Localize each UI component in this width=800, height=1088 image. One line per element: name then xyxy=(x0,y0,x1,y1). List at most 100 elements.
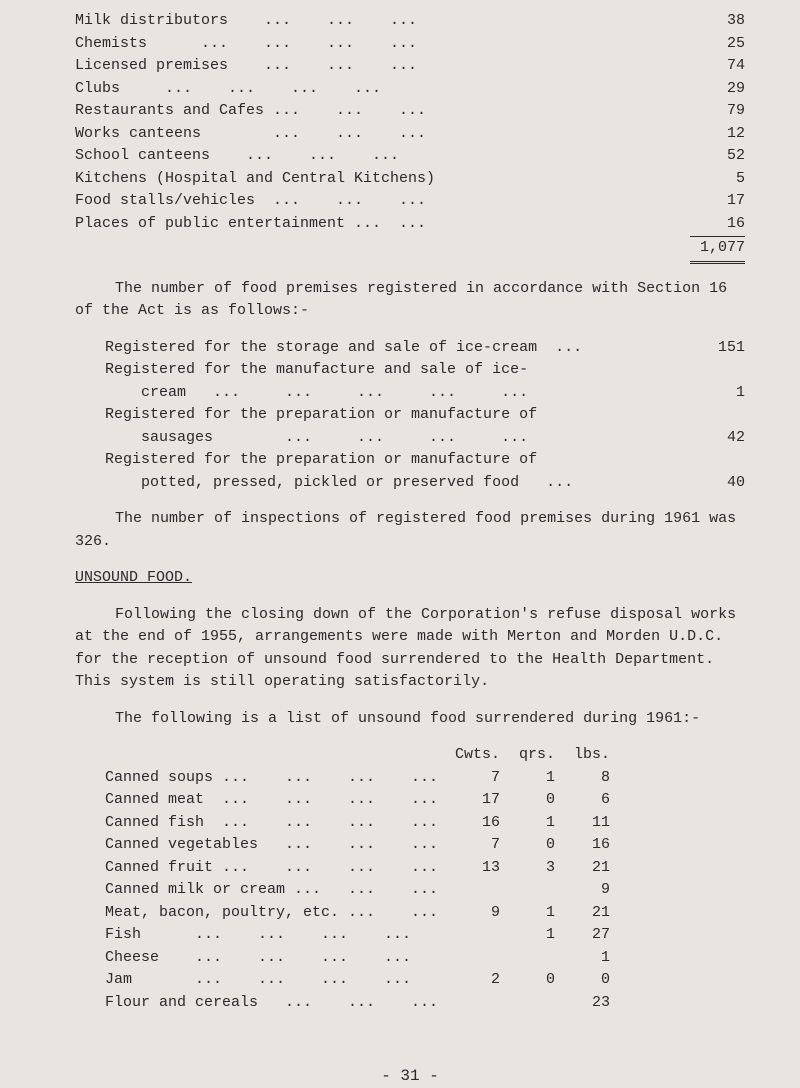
registered-value xyxy=(695,404,745,427)
unsound-food-heading: UNSOUND FOOD. xyxy=(75,567,745,590)
food-label: Cheese ... ... ... ... xyxy=(105,947,445,970)
food-lbs: 11 xyxy=(555,812,610,835)
food-row: Canned meat ... ... ... ... 17 0 6 xyxy=(105,789,745,812)
food-lbs: 21 xyxy=(555,857,610,880)
registered-row: cream ... ... ... ... ... 1 xyxy=(105,382,745,405)
premises-row: Chemists ... ... ... ... 25 xyxy=(75,33,745,56)
premises-label: Places of public entertainment ... ... xyxy=(75,213,426,238)
food-cwts: 16 xyxy=(445,812,500,835)
premises-row: Kitchens (Hospital and Central Kitchens)… xyxy=(75,168,745,191)
premises-total: 1,077 xyxy=(690,237,745,264)
premises-row: Works canteens ... ... ... 12 xyxy=(75,123,745,146)
unsound-food-paragraph: Following the closing down of the Corpor… xyxy=(75,604,745,694)
food-cwts xyxy=(445,924,500,947)
registered-label: Registered for the storage and sale of i… xyxy=(105,337,695,360)
food-label: Meat, bacon, poultry, etc. ... ... xyxy=(105,902,445,925)
premises-value: 5 xyxy=(690,168,745,191)
food-label: Canned fish ... ... ... ... xyxy=(105,812,445,835)
inspections-paragraph: The number of inspections of registered … xyxy=(75,508,745,553)
food-header-cwts: Cwts. xyxy=(445,744,500,767)
premises-row: Licensed premises ... ... ... 74 xyxy=(75,55,745,78)
premises-value: 38 xyxy=(690,10,745,33)
premises-label: Restaurants and Cafes ... ... ... xyxy=(75,100,426,123)
food-row: Canned fish ... ... ... ... 16 1 11 xyxy=(105,812,745,835)
registered-label: potted, pressed, pickled or preserved fo… xyxy=(105,472,695,495)
premises-value: 74 xyxy=(690,55,745,78)
food-row: Canned soups ... ... ... ... 7 1 8 xyxy=(105,767,745,790)
food-qrs: 1 xyxy=(500,924,555,947)
premises-value: 52 xyxy=(690,145,745,168)
food-row: Jam ... ... ... ... 2 0 0 xyxy=(105,969,745,992)
premises-value: 25 xyxy=(690,33,745,56)
food-row: Fish ... ... ... ... 1 27 xyxy=(105,924,745,947)
food-label: Canned milk or cream ... ... ... xyxy=(105,879,445,902)
premises-row: Places of public entertainment ... ... 1… xyxy=(75,213,745,238)
food-qrs: 0 xyxy=(500,834,555,857)
food-lbs: 16 xyxy=(555,834,610,857)
registered-value: 151 xyxy=(695,337,745,360)
food-qrs xyxy=(500,879,555,902)
registered-label: sausages ... ... ... ... xyxy=(105,427,695,450)
premises-label: Chemists ... ... ... ... xyxy=(75,33,417,56)
food-qrs xyxy=(500,947,555,970)
food-lbs: 1 xyxy=(555,947,610,970)
registered-label: Registered for the manufacture and sale … xyxy=(105,359,695,382)
food-qrs: 0 xyxy=(500,969,555,992)
food-row: Canned milk or cream ... ... ... 9 xyxy=(105,879,745,902)
registered-list: Registered for the storage and sale of i… xyxy=(105,337,745,495)
registered-value: 42 xyxy=(695,427,745,450)
registered-row: Registered for the preparation or manufa… xyxy=(105,449,745,472)
food-qrs: 0 xyxy=(500,789,555,812)
registered-row: potted, pressed, pickled or preserved fo… xyxy=(105,472,745,495)
food-cwts: 17 xyxy=(445,789,500,812)
food-cwts xyxy=(445,947,500,970)
registered-row: Registered for the storage and sale of i… xyxy=(105,337,745,360)
food-cwts xyxy=(445,879,500,902)
unsound-list-intro: The following is a list of unsound food … xyxy=(75,708,745,731)
unsound-food-table: Cwts. qrs. lbs. Canned soups ... ... ...… xyxy=(105,744,745,1014)
food-lbs: 23 xyxy=(555,992,610,1015)
premises-row: Food stalls/vehicles ... ... ... 17 xyxy=(75,190,745,213)
premises-value: 79 xyxy=(690,100,745,123)
food-lbs: 8 xyxy=(555,767,610,790)
food-header-qrs: qrs. xyxy=(500,744,555,767)
food-lbs: 0 xyxy=(555,969,610,992)
food-header-row: Cwts. qrs. lbs. xyxy=(105,744,745,767)
premises-label: Food stalls/vehicles ... ... ... xyxy=(75,190,426,213)
premises-value: 29 xyxy=(690,78,745,101)
food-qrs: 1 xyxy=(500,812,555,835)
food-qrs: 1 xyxy=(500,902,555,925)
page-number: - 31 - xyxy=(75,1064,745,1088)
premises-value: 17 xyxy=(690,190,745,213)
premises-label: Milk distributors ... ... ... xyxy=(75,10,417,33)
premises-row: Restaurants and Cafes ... ... ... 79 xyxy=(75,100,745,123)
premises-total-row: 1,077 xyxy=(75,237,745,264)
premises-row: Milk distributors ... ... ... 38 xyxy=(75,10,745,33)
food-cwts: 7 xyxy=(445,834,500,857)
food-lbs: 27 xyxy=(555,924,610,947)
food-qrs: 3 xyxy=(500,857,555,880)
food-cwts: 9 xyxy=(445,902,500,925)
food-cwts: 2 xyxy=(445,969,500,992)
food-header-lbs: lbs. xyxy=(555,744,610,767)
food-label: Canned meat ... ... ... ... xyxy=(105,789,445,812)
food-label: Canned vegetables ... ... ... xyxy=(105,834,445,857)
registered-row: Registered for the manufacture and sale … xyxy=(105,359,745,382)
registered-value: 40 xyxy=(695,472,745,495)
food-row: Canned vegetables ... ... ... 7 0 16 xyxy=(105,834,745,857)
registered-row: sausages ... ... ... ... 42 xyxy=(105,427,745,450)
registered-value xyxy=(695,449,745,472)
food-label: Fish ... ... ... ... xyxy=(105,924,445,947)
registered-row: Registered for the preparation or manufa… xyxy=(105,404,745,427)
premises-label: Clubs ... ... ... ... xyxy=(75,78,381,101)
food-lbs: 9 xyxy=(555,879,610,902)
registered-label: cream ... ... ... ... ... xyxy=(105,382,695,405)
premises-value: 16 xyxy=(690,213,745,238)
food-cwts: 13 xyxy=(445,857,500,880)
food-label: Canned fruit ... ... ... ... xyxy=(105,857,445,880)
food-label: Canned soups ... ... ... ... xyxy=(105,767,445,790)
food-row: Canned fruit ... ... ... ... 13 3 21 xyxy=(105,857,745,880)
food-cwts xyxy=(445,992,500,1015)
food-label: Jam ... ... ... ... xyxy=(105,969,445,992)
food-row: Flour and cereals ... ... ... 23 xyxy=(105,992,745,1015)
